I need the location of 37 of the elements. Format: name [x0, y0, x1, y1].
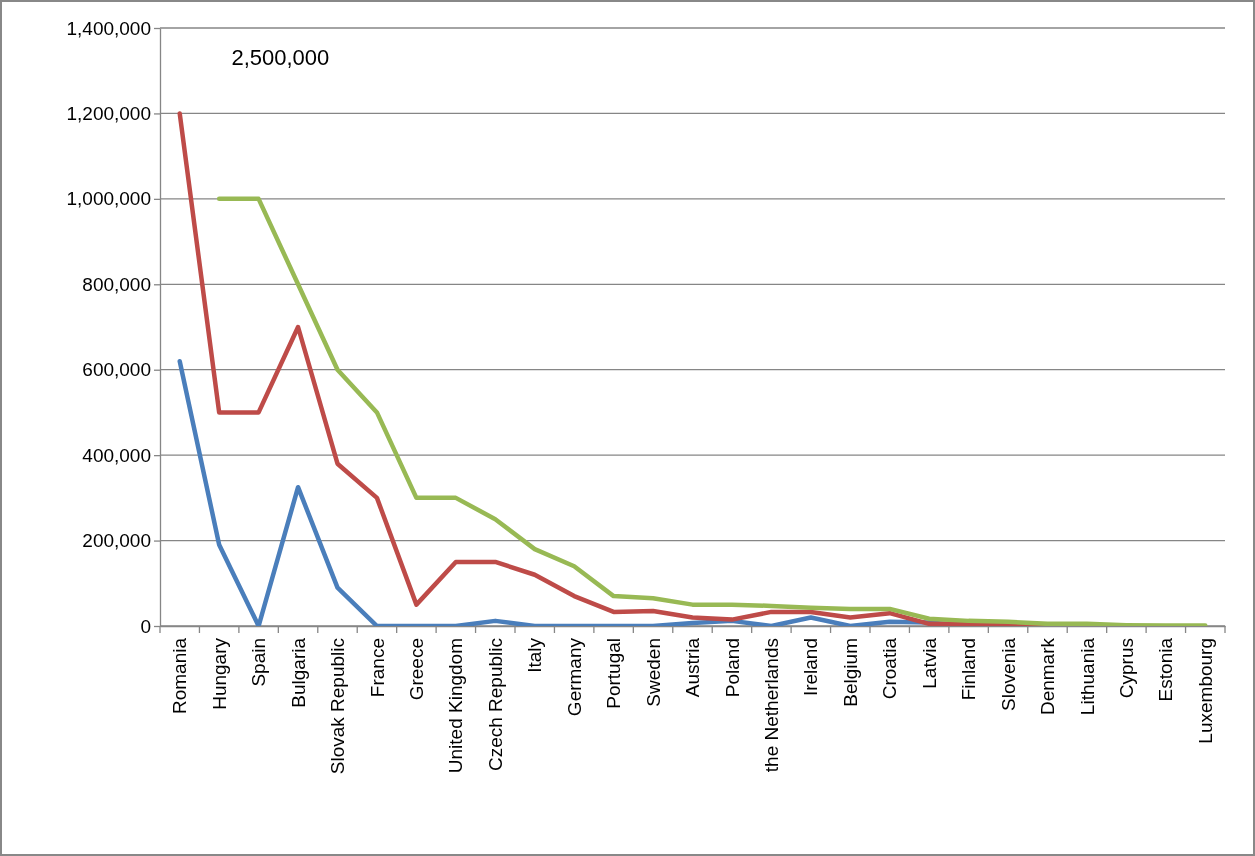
x-tick-label: Spain — [248, 638, 270, 687]
x-tick-label: Italy — [524, 637, 546, 673]
x-tick-label: Finland — [958, 638, 980, 701]
x-tick-label: Czech Republic — [484, 638, 506, 772]
x-tick-label: Greece — [406, 638, 428, 701]
x-tick-label: France — [366, 638, 388, 698]
x-tick-label: Latvia — [918, 637, 940, 689]
x-tick-label: Germany — [563, 637, 585, 717]
x-tick-label: Portugal — [603, 638, 625, 709]
line-series — [216, 196, 1208, 626]
x-tick-label: Belgium — [839, 638, 861, 707]
x-tick-label: Croatia — [879, 637, 901, 700]
y-tick-label: 1,200,000 — [66, 103, 151, 125]
annotation: 2,500,000 — [231, 45, 330, 70]
x-tick-label: Estonia — [1155, 637, 1177, 702]
y-tick-label: 0 — [140, 615, 151, 637]
x-tick-label: Luxembourg — [1194, 638, 1216, 744]
x-tick-label: Sweden — [642, 638, 664, 707]
y-tick-label: 200,000 — [82, 530, 151, 552]
x-tick-label: Bulgaria — [287, 637, 309, 708]
x-tick-label: Poland — [721, 638, 743, 698]
x-tick-label: Slovenia — [997, 637, 1019, 711]
x-tick-label: Slovak Republic — [327, 638, 349, 775]
x-tick-label: Cyprus — [1116, 638, 1138, 699]
x-tick-label: Austria — [682, 637, 704, 698]
x-tick-label: United Kingdom — [445, 638, 467, 774]
x-tick-label: Romania — [169, 637, 191, 715]
y-tick-label: 1,400,000 — [66, 17, 151, 39]
y-tick-label: 800,000 — [82, 273, 151, 295]
y-tick-label: 600,000 — [82, 359, 151, 381]
x-tick-label: Hungary — [208, 637, 230, 710]
y-tick-label: 1,000,000 — [66, 188, 151, 210]
y-tick-label: 400,000 — [82, 444, 151, 466]
x-tick-label: Lithuania — [1076, 637, 1098, 716]
x-tick-label: Denmark — [1037, 637, 1059, 716]
x-tick-label: Ireland — [800, 638, 822, 697]
x-tick-label: the Netherlands — [761, 638, 783, 773]
